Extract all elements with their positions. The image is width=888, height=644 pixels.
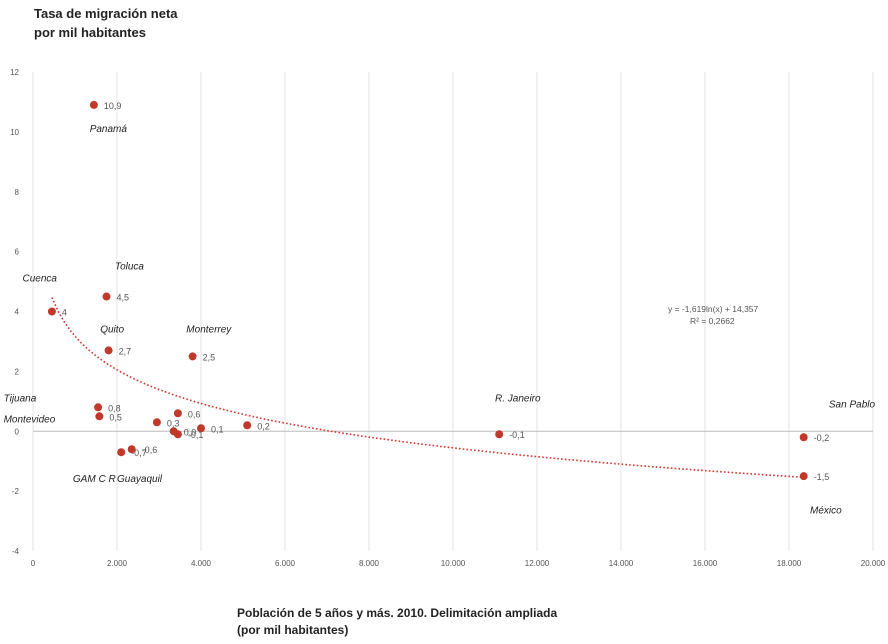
data-label: 0,3 xyxy=(167,418,180,428)
trendline-equation: y = -1,619ln(x) + 14,357 xyxy=(668,304,759,314)
data-point xyxy=(173,409,182,418)
data-point xyxy=(102,292,111,301)
y-axis-title: Tasa de migración neta por mil habitante… xyxy=(34,4,178,42)
x-axis-title: Población de 5 años y más. 2010. Delimit… xyxy=(237,605,557,639)
city-label: Tijuana xyxy=(4,393,37,404)
city-label: Toluca xyxy=(115,262,145,273)
data-point xyxy=(197,424,205,433)
y-tick-label: 2 xyxy=(15,367,20,376)
x-tick-label: 0 xyxy=(31,559,36,568)
data-point xyxy=(95,412,104,421)
data-label: -0,2 xyxy=(814,433,830,443)
x-tick-label: 10.000 xyxy=(441,559,466,568)
data-label: -0,6 xyxy=(142,445,158,455)
x-tick-label: 2.000 xyxy=(107,559,128,568)
x-tick-labels: 0 2.000 4.000 6.000 8.000 10.000 12.000 14.000 1… xyxy=(31,559,886,568)
data-point xyxy=(152,418,161,427)
city-label: San Pablo xyxy=(829,399,876,410)
data-label: 0,1 xyxy=(211,424,224,434)
trendline-r2: R² = 0,2662 xyxy=(690,316,735,326)
data-point xyxy=(799,433,808,442)
y-tick-label: 4 xyxy=(15,308,20,317)
city-label: GAM C R xyxy=(73,474,116,485)
data-label: -0,1 xyxy=(509,430,525,440)
x-tick-label: 20.000 xyxy=(861,559,886,568)
data-point xyxy=(188,352,197,361)
data-labels: 10,944,52,72,50,80,50,30,60,0-0,10,1 0,2-… xyxy=(62,101,829,482)
x-tick-label: 14.000 xyxy=(609,559,634,568)
data-point xyxy=(94,403,103,412)
data-point xyxy=(173,430,182,439)
data-label: 4,5 xyxy=(117,293,130,303)
data-point xyxy=(117,448,126,457)
data-point xyxy=(799,472,808,481)
x-tick-label: 6.000 xyxy=(275,559,296,568)
city-label: Panamá xyxy=(90,124,128,135)
y-tick-label: 6 xyxy=(15,248,20,257)
data-point xyxy=(47,307,56,316)
city-label: Montevideo xyxy=(4,414,56,425)
x-axis-title-line-2: (por mil habitantes) xyxy=(237,623,349,637)
data-point xyxy=(89,100,98,109)
y-axis-title-line-1: Tasa de migración neta xyxy=(34,6,178,21)
y-axis-title-line-2: por mil habitantes xyxy=(34,25,146,40)
x-axis-title-line-1: Población de 5 años y más. 2010. Delimit… xyxy=(237,606,558,620)
data-point xyxy=(127,445,136,454)
y-tick-labels: -4 -2 0 2 4 6 8 10 12 xyxy=(10,68,19,556)
y-tick-label: 8 xyxy=(15,188,20,197)
data-label: 2,7 xyxy=(119,346,132,356)
data-label: 0,2 xyxy=(257,421,270,431)
x-tick-label: 12.000 xyxy=(525,559,550,568)
data-point xyxy=(495,430,504,439)
y-tick-label: 0 xyxy=(15,427,20,436)
city-labels: Panamá Cuenca Toluca Quito Monterrey Tijuana M… xyxy=(4,124,876,517)
y-tick-label: 12 xyxy=(10,68,19,77)
data-point xyxy=(243,421,252,430)
city-label: Cuenca xyxy=(23,274,58,285)
y-tick-label: -2 xyxy=(12,487,20,496)
data-points xyxy=(47,100,808,481)
y-tick-label: -4 xyxy=(12,547,20,556)
city-label: R. Janeiro xyxy=(495,393,541,404)
x-tick-label: 4.000 xyxy=(191,559,212,568)
data-label: 0,6 xyxy=(188,409,201,419)
grid-lines xyxy=(32,72,874,551)
data-label: -1,5 xyxy=(814,472,830,482)
city-label: México xyxy=(810,506,842,517)
city-label: Guayaquil xyxy=(117,474,163,485)
city-label: Monterrey xyxy=(186,324,232,335)
data-label: 0,5 xyxy=(109,412,122,422)
data-point xyxy=(104,346,113,355)
data-label: 0,8 xyxy=(108,403,121,413)
city-label: Quito xyxy=(100,324,124,335)
data-label: 0,0 xyxy=(184,427,197,437)
x-tick-label: 18.000 xyxy=(777,559,802,568)
data-label: -0,7 xyxy=(131,448,147,458)
data-label: 10,9 xyxy=(104,101,122,111)
x-tick-label: 16.000 xyxy=(693,559,718,568)
x-tick-label: 8.000 xyxy=(359,559,380,568)
data-label: 2,5 xyxy=(203,352,216,362)
y-tick-label: 10 xyxy=(10,128,19,137)
data-label: 4 xyxy=(62,308,67,318)
data-label: -0,1 xyxy=(188,430,204,440)
